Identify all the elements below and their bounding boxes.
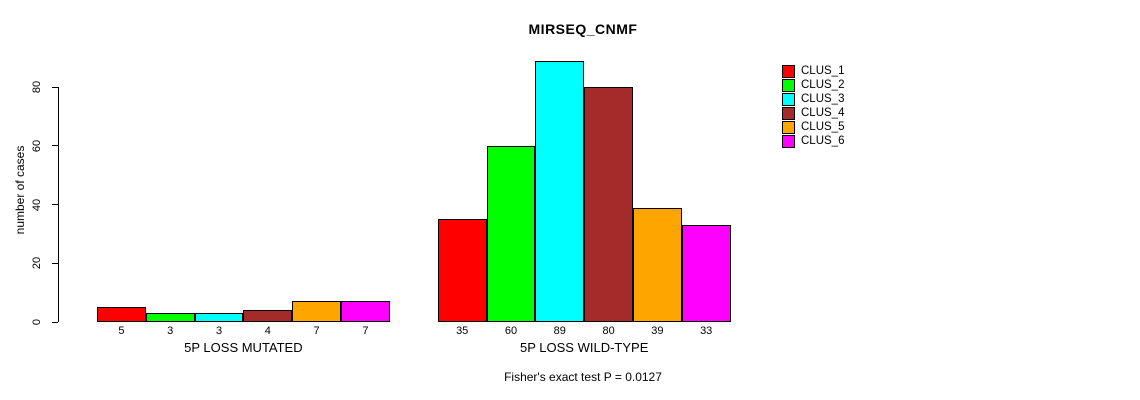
bar-clus_6-group1 bbox=[341, 301, 390, 322]
bar-value-label: 80 bbox=[602, 325, 615, 337]
bar-value-label: 39 bbox=[651, 325, 664, 337]
bar-clus_2-group1 bbox=[145, 313, 195, 322]
bar-value-label: 89 bbox=[553, 325, 566, 337]
y-tick-mark bbox=[52, 204, 58, 206]
bar-clus_5-group1 bbox=[292, 301, 341, 322]
legend-swatch-clus_4 bbox=[782, 106, 795, 120]
y-axis-line bbox=[58, 87, 59, 322]
bar-clus_5-group2 bbox=[633, 207, 682, 322]
bar-value-label: 3 bbox=[167, 325, 174, 337]
bar-value-label: 35 bbox=[456, 325, 469, 337]
y-tick-mark bbox=[52, 262, 58, 264]
subtitle-fisher-test: Fisher's exact test P = 0.0127 bbox=[504, 370, 662, 384]
bar-clus_1-group2 bbox=[437, 219, 487, 322]
y-tick-mark bbox=[52, 145, 58, 147]
legend-label: CLUS_2 bbox=[801, 78, 845, 91]
y-tick-label: 60 bbox=[31, 139, 43, 153]
legend-label: CLUS_1 bbox=[801, 65, 845, 77]
legend-label: CLUS_6 bbox=[801, 134, 845, 147]
legend-swatch-clus_5 bbox=[782, 120, 795, 134]
bar-clus_3-group2 bbox=[535, 60, 585, 322]
bar-clus_1-group1 bbox=[97, 307, 146, 322]
legend-swatch-clus_6 bbox=[782, 134, 795, 148]
legend-swatch-clus_1 bbox=[782, 65, 795, 78]
group-label: 5P LOSS MUTATED bbox=[184, 340, 303, 355]
legend-swatch-clus_2 bbox=[782, 78, 795, 92]
bar-clus_6-group2 bbox=[681, 225, 731, 322]
y-tick-mark bbox=[52, 321, 58, 323]
group-label: 5P LOSS WILD-TYPE bbox=[520, 340, 649, 355]
y-axis-label: number of cases bbox=[13, 145, 27, 235]
bar-value-label: 3 bbox=[215, 325, 223, 337]
bar-value-label: 4 bbox=[264, 325, 271, 337]
bar-clus_4-group1 bbox=[243, 310, 293, 322]
y-tick-mark bbox=[52, 86, 58, 88]
legend-label: CLUS_5 bbox=[801, 120, 845, 133]
y-tick-label: 20 bbox=[31, 257, 43, 270]
bar-value-label: 60 bbox=[504, 325, 518, 337]
bar-value-label: 33 bbox=[700, 325, 713, 337]
chart-title: MIRSEQ_CNMF bbox=[528, 21, 638, 37]
bar-clus_2-group2 bbox=[486, 145, 536, 322]
legend-label: CLUS_4 bbox=[801, 106, 845, 119]
bar-value-label: 7 bbox=[313, 325, 320, 337]
legend-swatch-clus_3 bbox=[782, 92, 795, 106]
bar-clus_3-group1 bbox=[194, 313, 244, 322]
bar-value-label: 5 bbox=[118, 325, 125, 337]
y-tick-label: 0 bbox=[31, 318, 43, 326]
y-tick-label: 80 bbox=[31, 81, 43, 94]
y-tick-label: 40 bbox=[31, 198, 43, 211]
legend-label: CLUS_3 bbox=[801, 92, 845, 105]
bar-clus_4-group2 bbox=[584, 87, 633, 322]
bar-value-label: 7 bbox=[362, 325, 369, 337]
